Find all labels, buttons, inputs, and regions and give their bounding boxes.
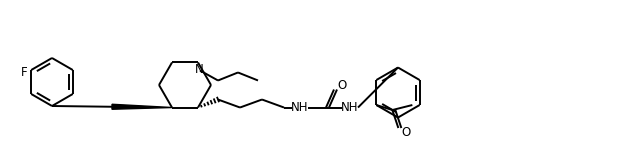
Text: O: O (337, 79, 347, 92)
Text: N: N (194, 63, 203, 76)
Polygon shape (112, 104, 172, 109)
Text: O: O (402, 125, 411, 138)
Text: NH: NH (341, 101, 359, 114)
Text: NH: NH (291, 101, 309, 114)
Text: F: F (21, 67, 27, 80)
